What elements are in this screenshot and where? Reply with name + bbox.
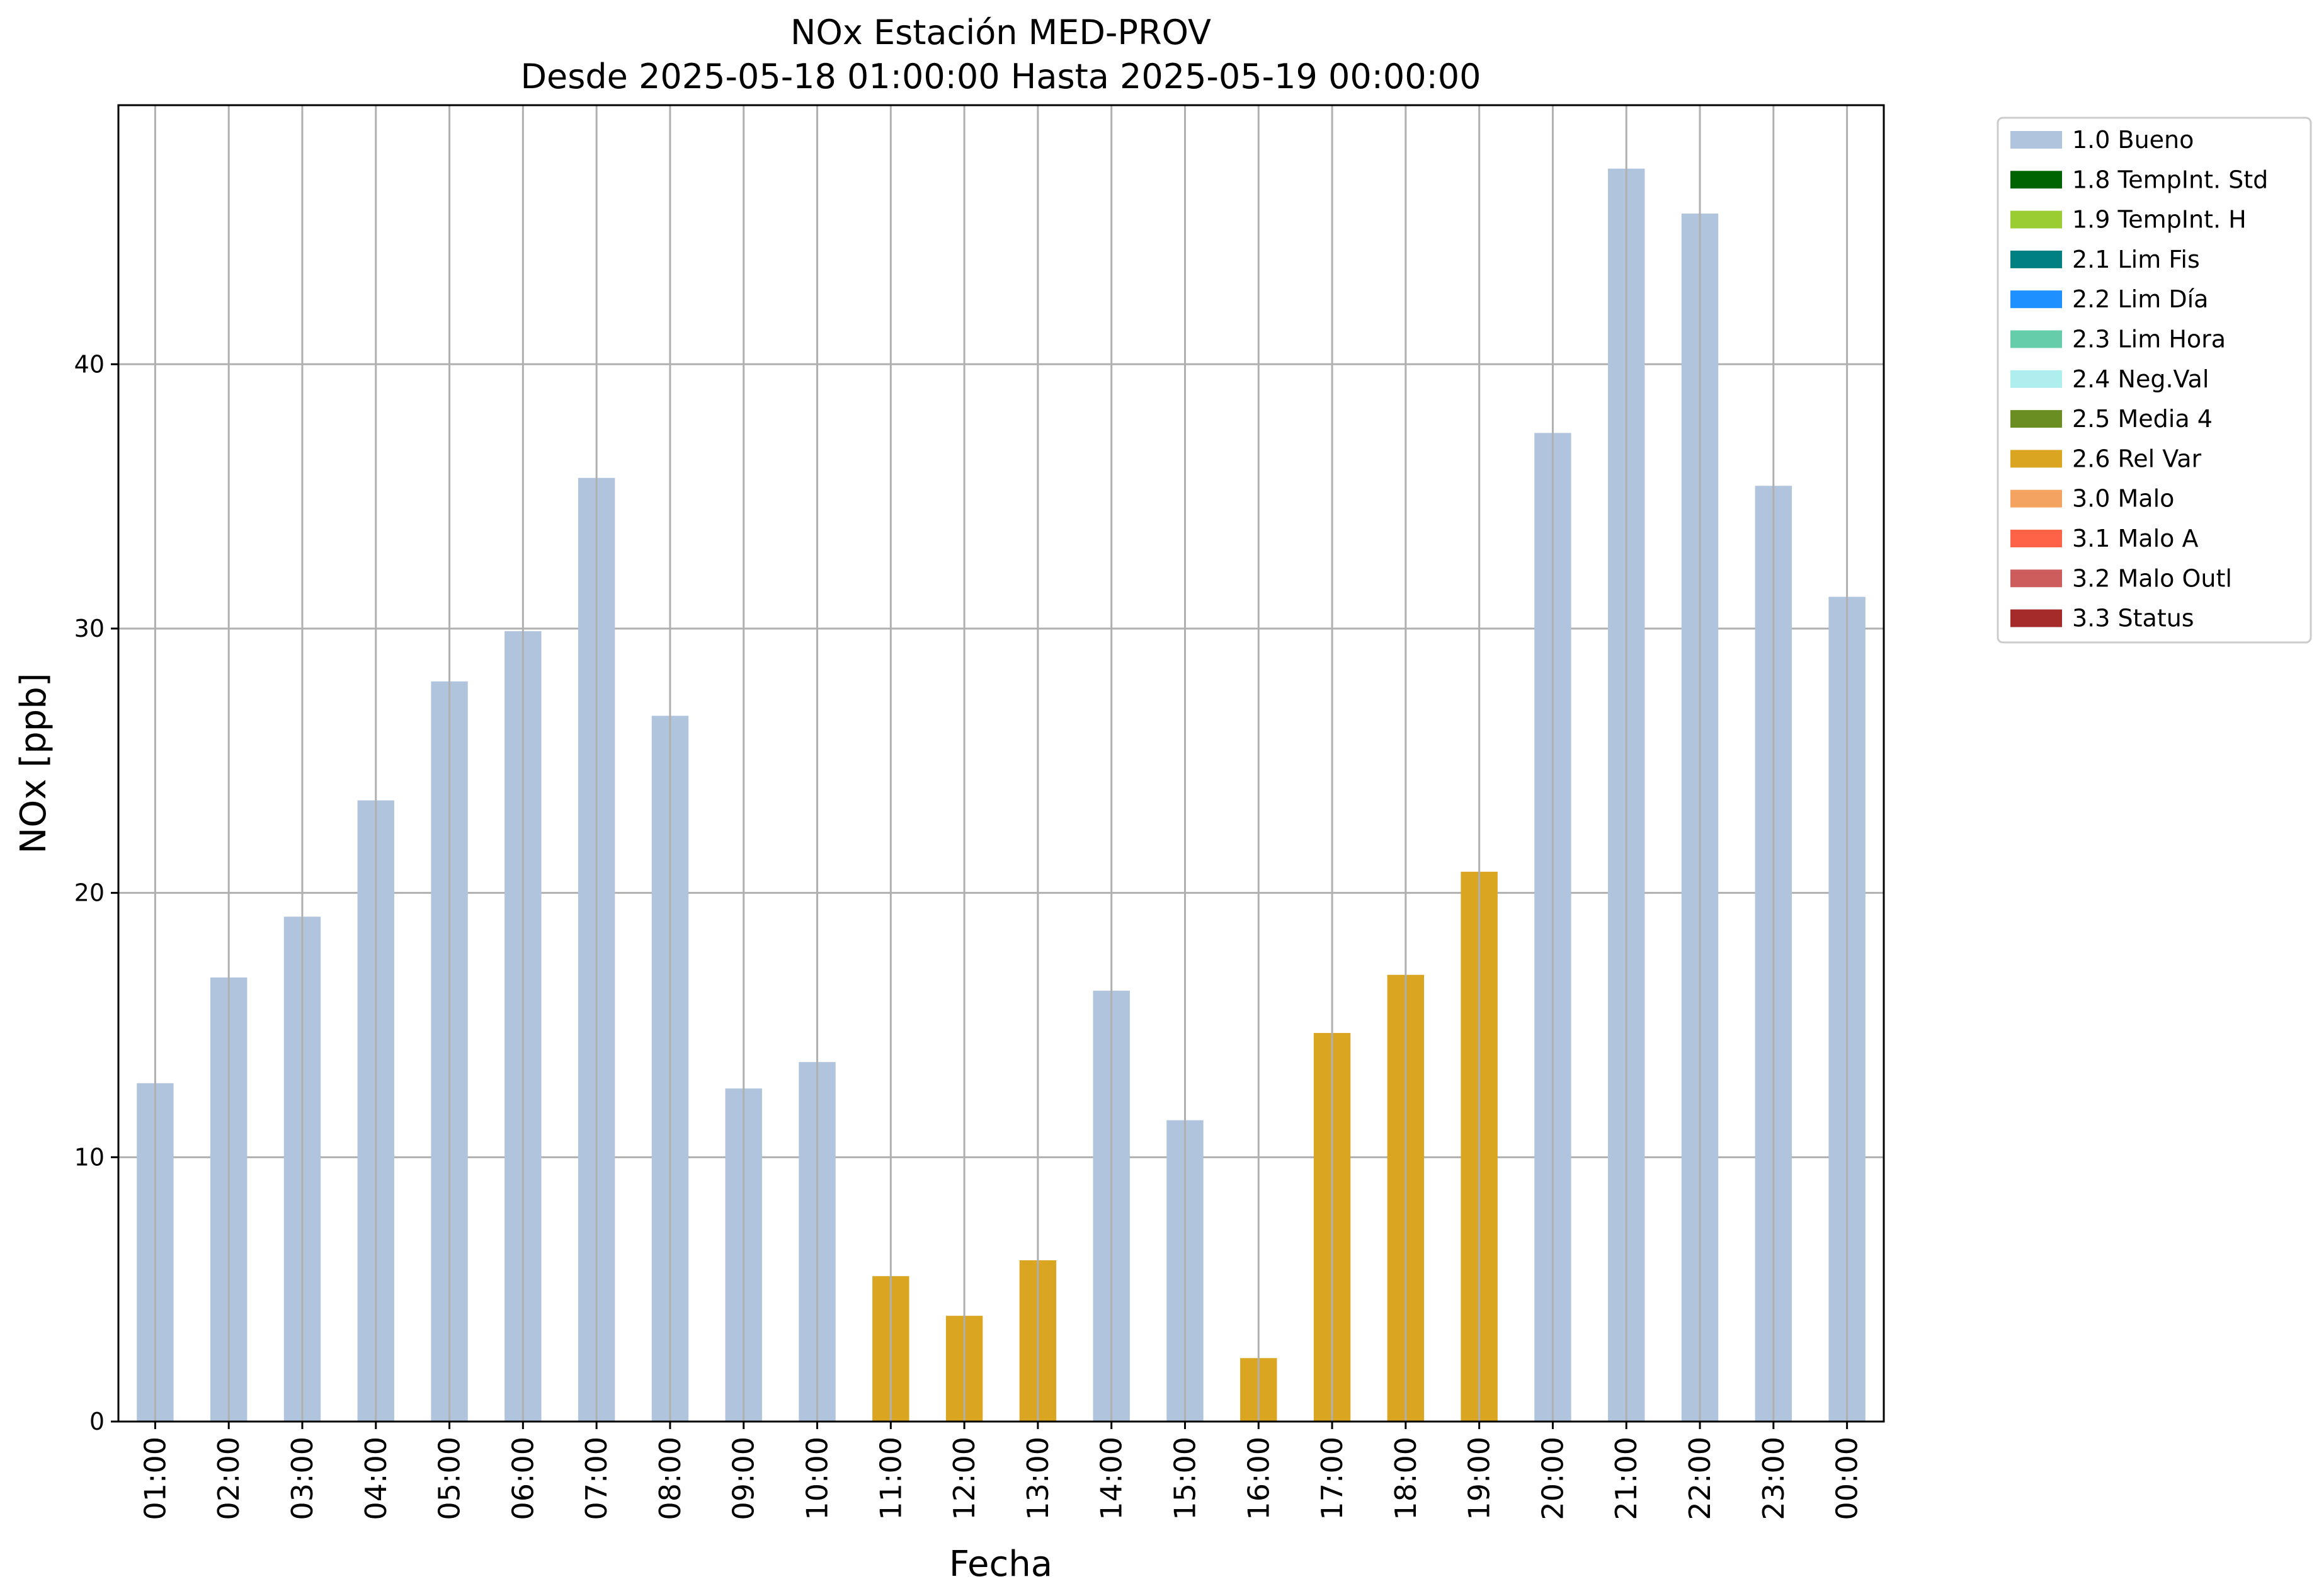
y-tick-label: 20 (74, 879, 105, 907)
legend-swatch (2010, 210, 2062, 229)
legend-label: 2.4 Neg.Val (2072, 365, 2209, 393)
legend-swatch (2010, 569, 2062, 588)
legend-label: 2.6 Rel Var (2072, 445, 2202, 472)
y-tick-label: 30 (74, 615, 105, 642)
x-tick-label: 21:00 (1609, 1437, 1643, 1520)
legend-swatch (2010, 290, 2062, 309)
legend-swatch (2010, 250, 2062, 268)
legend-label: 3.1 Malo A (2072, 525, 2198, 552)
y-axis-label: NOx [ppb] (13, 673, 54, 853)
x-tick-label: 20:00 (1536, 1437, 1570, 1520)
legend-label: 2.5 Media 4 (2072, 405, 2213, 433)
legend-swatch (2010, 530, 2062, 547)
x-tick-label: 18:00 (1389, 1437, 1423, 1520)
legend-swatch (2010, 410, 2062, 428)
x-tick-label: 14:00 (1095, 1437, 1129, 1520)
legend-swatch (2010, 131, 2062, 149)
x-tick-label: 07:00 (579, 1437, 613, 1520)
x-tick-label: 22:00 (1683, 1437, 1717, 1520)
legend: 1.0 Bueno 1.8 TempInt. Std 1.9 TempInt. H 2… (1997, 117, 2312, 644)
legend-label: 3.2 Malo Outl (2072, 564, 2232, 592)
legend-swatch (2010, 330, 2062, 348)
x-tick-label: 16:00 (1241, 1437, 1275, 1520)
x-tick-label: 10:00 (801, 1437, 835, 1520)
legend-swatch (2010, 370, 2062, 388)
x-tick-label: 01:00 (138, 1437, 172, 1520)
y-tick-label: 10 (74, 1143, 105, 1171)
legend-label: 3.3 Status (2072, 605, 2194, 632)
x-tick-label: 00:00 (1830, 1437, 1864, 1520)
legend-label: 2.1 Lim Fis (2072, 246, 2200, 273)
x-tick-label: 08:00 (653, 1437, 687, 1520)
plot-frame (117, 104, 1885, 1423)
x-tick-label: 17:00 (1315, 1437, 1349, 1520)
legend-swatch (2010, 609, 2062, 627)
y-tick-label: 0 (89, 1408, 105, 1435)
legend-label: 1.9 TempInt. H (2072, 206, 2247, 234)
legend-label: 1.0 Bueno (2072, 126, 2194, 154)
y-tick-label: 40 (74, 350, 105, 378)
x-tick-label: 19:00 (1462, 1437, 1496, 1520)
legend-swatch (2010, 489, 2062, 508)
y-axis: 0 10 20 30 40 (74, 350, 118, 1435)
legend-box (1997, 117, 2312, 644)
x-tick-label: 15:00 (1168, 1437, 1202, 1520)
chart-title: NOx Estación MED-PROV (790, 13, 1211, 52)
legend-swatch (2010, 450, 2062, 468)
x-tick-label: 05:00 (433, 1437, 467, 1520)
legend-swatch (2010, 171, 2062, 189)
legend-label: 2.3 Lim Hora (2072, 326, 2226, 353)
x-tick-label: 03:00 (285, 1437, 319, 1520)
x-tick-label: 02:00 (212, 1437, 246, 1520)
legend-label: 1.8 TempInt. Std (2072, 166, 2268, 193)
x-tick-label: 12:00 (947, 1437, 981, 1520)
x-axis-label: Fecha (949, 1544, 1052, 1585)
x-tick-label: 06:00 (506, 1437, 540, 1520)
x-tick-label: 13:00 (1021, 1437, 1055, 1520)
x-tick-label: 09:00 (727, 1437, 761, 1520)
x-tick-label: 23:00 (1757, 1437, 1791, 1520)
x-axis: 01:00 02:00 03:00 04:00 05:00 06:00 07:00 08:00… (138, 1422, 1864, 1520)
chart-subtitle: Desde 2025-05-18 01:00:00 Hasta 2025-05-… (520, 57, 1481, 96)
bars-group (137, 105, 1866, 1422)
legend-label: 3.0 Malo (2072, 485, 2174, 513)
x-tick-label: 11:00 (874, 1437, 908, 1520)
x-tick-label: 04:00 (359, 1437, 393, 1520)
legend-label: 2.2 Lim Día (2072, 285, 2208, 313)
